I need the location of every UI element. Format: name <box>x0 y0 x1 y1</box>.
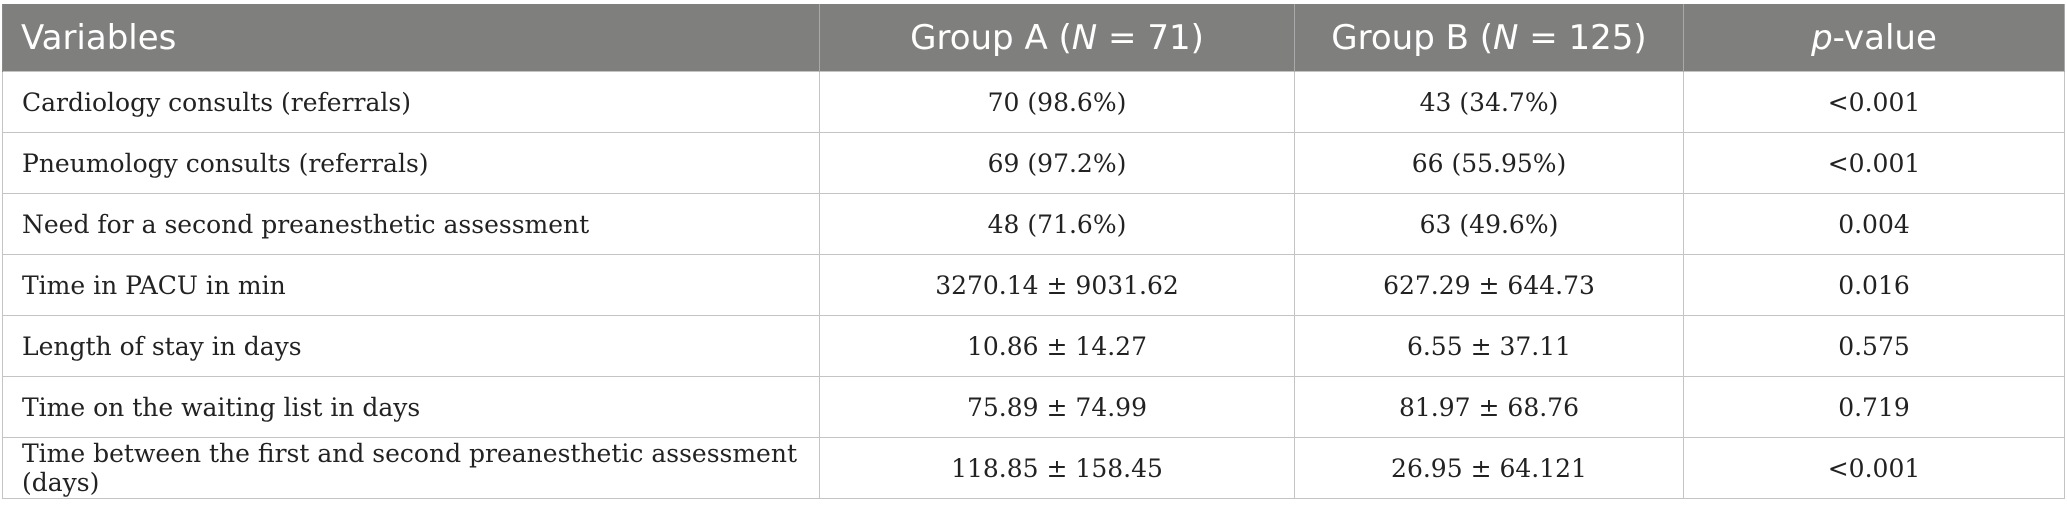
cell-p-value: 0.016 <box>1683 254 2065 316</box>
header-p-suffix: -value <box>1832 17 1937 58</box>
cell-group-b: 66 (55.95%) <box>1294 132 1684 194</box>
cell-variable: Cardiology consults (referrals) <box>2 71 820 133</box>
header-group-b-prefix: Group B ( <box>1331 17 1493 58</box>
cell-p-value: 0.719 <box>1683 376 2065 438</box>
table-row: Pneumology consults (referrals) 69 (97.2… <box>2 132 2065 194</box>
cell-group-b: 63 (49.6%) <box>1294 193 1684 255</box>
table-row: Need for a second preanesthetic assessme… <box>2 193 2065 255</box>
cell-group-b: 6.55 ± 37.11 <box>1294 315 1684 377</box>
cell-group-a: 48 (71.6%) <box>819 193 1295 255</box>
cell-group-a: 3270.14 ± 9031.62 <box>819 254 1295 316</box>
table-row: Time between the first and second preane… <box>2 437 2065 499</box>
cell-variable: Pneumology consults (referrals) <box>2 132 820 194</box>
cell-variable: Time in PACU in min <box>2 254 820 316</box>
cell-group-b: 81.97 ± 68.76 <box>1294 376 1684 438</box>
cell-group-a: 70 (98.6%) <box>819 71 1295 133</box>
table-body: Cardiology consults (referrals) 70 (98.6… <box>2 71 2065 499</box>
cell-p-value: <0.001 <box>1683 437 2065 499</box>
header-group-a-prefix: Group A ( <box>910 17 1072 58</box>
header-variables: Variables <box>2 4 820 72</box>
table-row: Cardiology consults (referrals) 70 (98.6… <box>2 71 2065 133</box>
data-table: Variables Group A (N = 71) Group B (N = … <box>2 4 2065 499</box>
cell-variable: Length of stay in days <box>2 315 820 377</box>
header-group-b: Group B (N = 125) <box>1294 4 1684 72</box>
cell-group-b: 627.29 ± 644.73 <box>1294 254 1684 316</box>
data-table-container: Variables Group A (N = 71) Group B (N = … <box>2 4 2065 499</box>
cell-group-b: 26.95 ± 64.121 <box>1294 437 1684 499</box>
cell-p-value: 0.004 <box>1683 193 2065 255</box>
header-variables-label: Variables <box>21 17 177 58</box>
cell-variable: Time on the waiting list in days <box>2 376 820 438</box>
header-group-a-suffix: = 71) <box>1097 17 1204 58</box>
cell-variable: Need for a second preanesthetic assessme… <box>2 193 820 255</box>
cell-group-b: 43 (34.7%) <box>1294 71 1684 133</box>
table-row: Length of stay in days 10.86 ± 14.27 6.5… <box>2 315 2065 377</box>
cell-p-value: 0.575 <box>1683 315 2065 377</box>
header-row: Variables Group A (N = 71) Group B (N = … <box>2 4 2065 72</box>
header-p-symbol: p <box>1811 17 1833 58</box>
header-p-value: p-value <box>1683 4 2065 72</box>
cell-group-a: 69 (97.2%) <box>819 132 1295 194</box>
header-group-b-suffix: = 125) <box>1518 17 1647 58</box>
cell-p-value: <0.001 <box>1683 132 2065 194</box>
header-group-b-n: N <box>1493 17 1519 58</box>
cell-group-a: 118.85 ± 158.45 <box>819 437 1295 499</box>
cell-group-a: 75.89 ± 74.99 <box>819 376 1295 438</box>
header-group-a-n: N <box>1071 17 1098 58</box>
cell-p-value: <0.001 <box>1683 71 2065 133</box>
header-group-a: Group A (N = 71) <box>819 4 1295 72</box>
cell-group-a: 10.86 ± 14.27 <box>819 315 1295 377</box>
table-header: Variables Group A (N = 71) Group B (N = … <box>2 4 2065 72</box>
table-row: Time in PACU in min 3270.14 ± 9031.62 62… <box>2 254 2065 316</box>
cell-variable: Time between the first and second preane… <box>2 437 820 499</box>
table-row: Time on the waiting list in days 75.89 ±… <box>2 376 2065 438</box>
